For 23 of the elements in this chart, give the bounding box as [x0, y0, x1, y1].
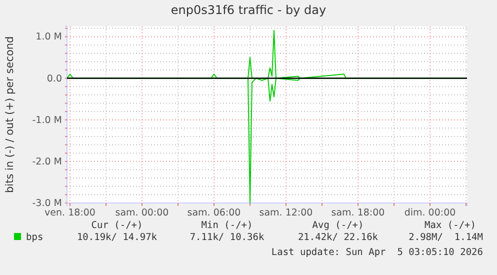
text: Cur (-/+) [91, 220, 143, 231]
text: 2.98M/ 1.14M [408, 232, 484, 243]
y-tick-label: -1.0 M [32, 114, 62, 126]
y-tick-label: 0.0 [46, 73, 62, 84]
text: Avg (-/+) [312, 220, 364, 231]
x-tick-label: ven. 18:00 [44, 208, 96, 219]
x-tick-label: sam. 12:00 [259, 208, 313, 219]
text: Last update: Sun Apr 5 03:05:10 2026 [271, 247, 484, 258]
legend-label: bps [26, 232, 44, 243]
text: 10.19k/ 14.97k [76, 232, 158, 243]
chart-title: enp0s31f6 traffic - by day [170, 3, 326, 17]
x-tick-label: sam. 18:00 [331, 208, 385, 219]
y-tick-label: -2.0 M [32, 156, 62, 168]
y-axis-title: bits in (-) / out (+) per second [4, 36, 16, 193]
text: Max (-/+) [424, 220, 476, 231]
text: Min (-/+) [201, 220, 253, 231]
text: 21.42k/ 22.16k [298, 232, 378, 243]
x-tick-label: sam. 06:00 [187, 208, 241, 219]
y-tick-label: -3.0 M [32, 198, 62, 210]
x-tick-label: sam. 00:00 [115, 208, 169, 219]
x-tick-label: dim. 00:00 [404, 208, 456, 219]
text: 7.11k/ 10.36k [190, 232, 264, 243]
y-tick-label: 1.0 M [36, 32, 62, 43]
